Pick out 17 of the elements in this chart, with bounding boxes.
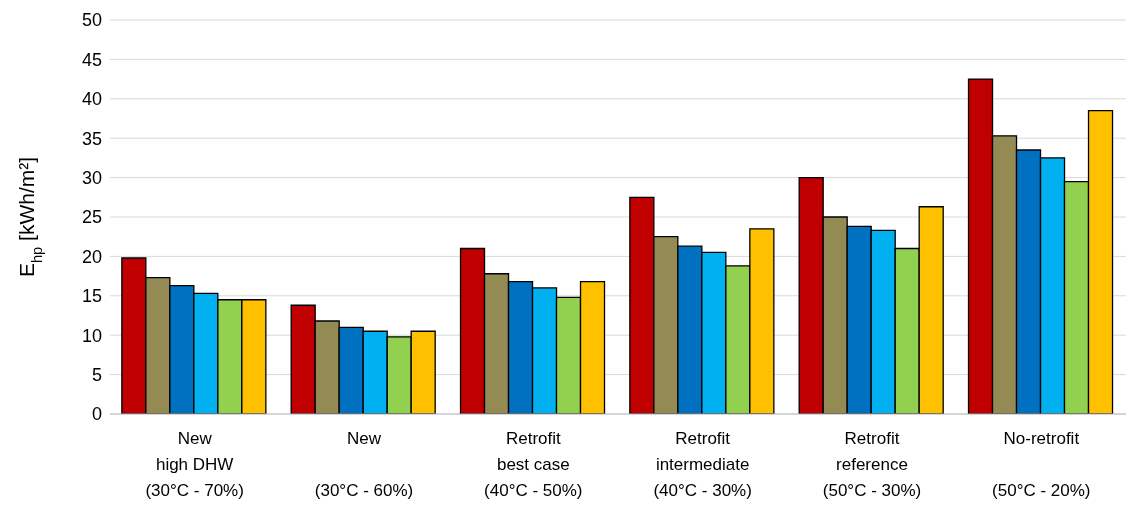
x-tick-label: Retrofit reference (50°C - 30%) xyxy=(822,429,922,500)
y-tick-label: 45 xyxy=(81,49,102,70)
x-tick-label: Retrofit best case (40°C - 50%) xyxy=(484,429,583,500)
y-tick-label: 20 xyxy=(81,246,102,267)
x-tick-label: Retrofit intermediate (40°C - 30%) xyxy=(653,429,752,500)
y-tick-label: 40 xyxy=(81,89,102,110)
y-tick-label: 15 xyxy=(81,286,102,307)
y-tick-label: 25 xyxy=(81,207,102,228)
y-tick-label: 10 xyxy=(81,325,102,346)
y-tick-label: 30 xyxy=(81,167,102,188)
y-tick-label: 50 xyxy=(81,10,102,31)
y-tick-label: 0 xyxy=(91,404,102,425)
y-tick-label: 5 xyxy=(91,364,102,385)
y-tick-label: 35 xyxy=(81,128,102,149)
x-tick-label: New high DHW (30°C - 70%) xyxy=(145,429,244,500)
category-label: New (30°C - 60%) xyxy=(314,429,414,500)
category-label: No-retrofit (50°C - 20%) xyxy=(992,429,1091,500)
